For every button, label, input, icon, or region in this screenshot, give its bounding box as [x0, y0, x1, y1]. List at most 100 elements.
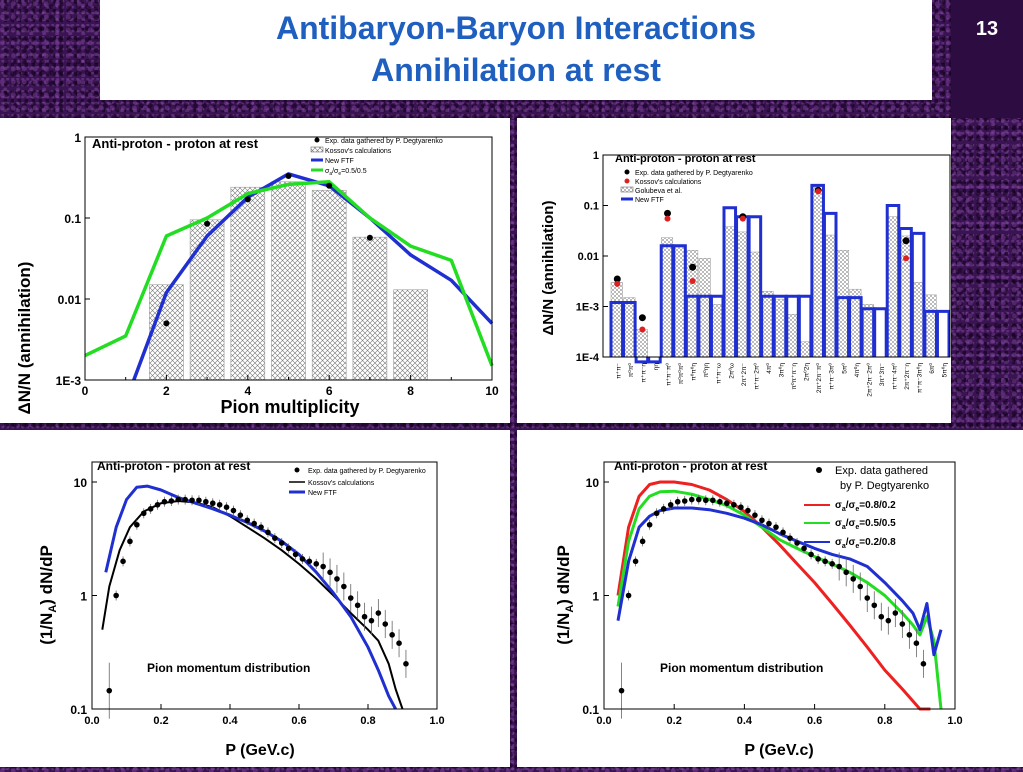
data-point: [808, 551, 814, 558]
bar: [610, 282, 623, 358]
data-point: [710, 497, 716, 504]
data-point: [702, 497, 709, 504]
data-point: [403, 661, 409, 667]
data-point: [175, 496, 182, 503]
x-tick-label: π⁺π⁻: [615, 362, 622, 378]
x-tick-label: 0.6: [291, 715, 306, 727]
data-point: [209, 500, 216, 507]
data-point: [368, 617, 375, 624]
legend-label: New FTF: [325, 158, 354, 165]
x-tick-label: 3π⁰η: [778, 363, 786, 378]
bar: [811, 185, 824, 358]
x-axis-label: P (GeV.c): [225, 742, 294, 759]
data-point: [906, 632, 913, 638]
multiplicity-chart: Anti-proton - proton at rest Pion multip…: [15, 131, 499, 417]
x-tick-label: π⁺π⁻3π⁰η: [916, 363, 924, 394]
x-tick-label: 8: [407, 384, 414, 398]
y-tick-label: 1E-4: [576, 352, 600, 364]
data-point: [618, 687, 625, 694]
y-tick-label: 10: [586, 476, 600, 490]
bar: [773, 298, 787, 358]
data-point: [113, 592, 119, 599]
data-point: [203, 498, 209, 505]
bar: [899, 235, 912, 358]
bar: [836, 249, 849, 358]
x-tick-label: π⁰ηη: [702, 363, 710, 378]
y-axis-label: ΔN/N (annihilation): [540, 201, 557, 336]
x-tick-label: 4π⁰: [765, 363, 773, 374]
data-point: [653, 510, 660, 517]
data-point: [667, 501, 674, 508]
bar: [271, 181, 306, 381]
bar: [886, 216, 900, 358]
y-tick-label: 0.1: [64, 212, 81, 226]
bar: [393, 289, 428, 381]
data-point: [913, 640, 920, 646]
legend-marker: [294, 467, 300, 473]
data-point: [341, 583, 347, 590]
bar: [736, 231, 749, 358]
data-point: [216, 501, 223, 508]
bar: [861, 304, 874, 358]
data-point: [320, 563, 326, 570]
data-point: [752, 512, 758, 518]
data-point: [836, 563, 842, 570]
data-point: [766, 520, 772, 527]
x-tick-label: 5π⁰η: [941, 363, 949, 378]
bar: [748, 251, 761, 358]
legend-marker: [314, 137, 320, 143]
data-point: [396, 640, 402, 646]
data-point: [244, 196, 251, 203]
y-tick-label: 0.1: [582, 703, 599, 717]
series-line: [101, 500, 404, 710]
y-tick-label: 0.1: [70, 703, 87, 717]
data-point: [154, 501, 161, 508]
bar: [711, 304, 724, 358]
data-point: [106, 687, 113, 694]
bar: [230, 186, 266, 381]
x-tick-label: π⁺π⁻η: [640, 363, 647, 383]
data-point: [278, 540, 285, 546]
y-tick-label: 1E-3: [56, 374, 82, 388]
x-tick-label: ηη: [653, 363, 660, 371]
kossov-point: [739, 215, 746, 222]
kossov-point: [815, 188, 822, 195]
x-tick-label: π⁰π⁺π⁻η: [790, 363, 798, 390]
data-point: [161, 498, 168, 505]
data-point: [885, 617, 892, 624]
panel-momentum-sigma: Anti-proton - proton at rest P (GeV.c) (…: [517, 430, 1023, 767]
x-tick-label: 2π⁰2η: [803, 363, 811, 381]
x-tick-label: 2π⁺2π⁻2π⁰: [865, 363, 873, 397]
bar: [149, 284, 184, 381]
data-point: [613, 275, 621, 283]
data-point: [313, 561, 320, 567]
data-point: [639, 538, 646, 545]
title-box: Antibaryon-Baryon Interactions Annihilat…: [100, 0, 932, 100]
y-tick-label: 1: [74, 131, 81, 145]
plot-frame: [91, 461, 438, 710]
data-point: [829, 561, 835, 567]
bar: [799, 341, 812, 358]
bar: [623, 297, 636, 358]
bar: [189, 219, 225, 381]
x-axis-label: Pion multiplicity: [220, 397, 359, 417]
bar: [786, 314, 799, 358]
data-point: [902, 237, 910, 245]
x-tick-label: 2: [163, 384, 170, 398]
ftf-step: [822, 211, 838, 357]
data-point: [244, 517, 251, 524]
data-point: [688, 496, 695, 503]
x-tick-label: π⁰π⁰π⁰: [677, 363, 685, 385]
x-tick-label: 0: [82, 384, 89, 398]
data-point: [168, 498, 175, 504]
data-point: [822, 558, 828, 565]
data-point: [354, 602, 361, 609]
y-axis-label: ΔN/N (annihilation): [15, 262, 34, 415]
data-point: [815, 556, 821, 562]
series-line: [616, 489, 943, 710]
legend-label: Exp. data gathered by P. Degtyarenko: [635, 170, 753, 177]
kossov-point: [614, 280, 621, 287]
x-tick-label: π⁺π⁻4π⁰: [891, 363, 899, 390]
x-tick-label: 0.4: [222, 715, 238, 727]
data-point: [892, 610, 899, 616]
